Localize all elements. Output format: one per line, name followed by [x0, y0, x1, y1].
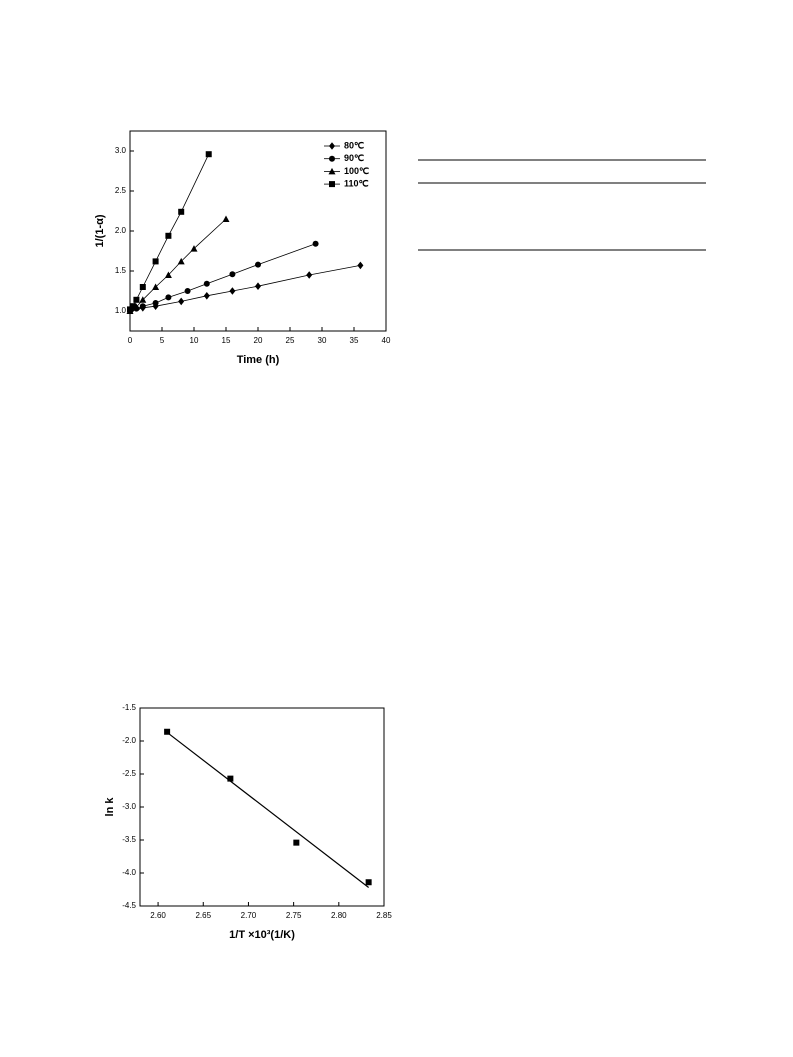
x-tick-label: 2.60 — [150, 911, 166, 920]
marker — [139, 296, 147, 303]
x-tick-label: 2.75 — [286, 911, 302, 920]
marker — [127, 306, 133, 313]
legend-marker — [329, 181, 335, 188]
y-tick-label: -3.5 — [122, 835, 136, 844]
x-axis-title: Time (h) — [237, 354, 280, 366]
marker — [152, 300, 159, 306]
marker — [165, 294, 172, 301]
legend-label: 80℃ — [344, 140, 364, 150]
marker — [222, 215, 230, 222]
series-line — [129, 243, 316, 312]
y-tick-label: -4.0 — [122, 868, 136, 877]
y-tick-label: 1.5 — [115, 266, 127, 275]
x-tick-label: 5 — [160, 336, 165, 345]
marker — [312, 240, 319, 247]
marker — [152, 283, 160, 290]
marker — [165, 232, 172, 239]
x-tick-label: 30 — [318, 336, 327, 345]
marker — [255, 282, 261, 290]
x-axis-title: 1/T ×10³(1/K) — [229, 929, 295, 941]
marker — [203, 292, 210, 300]
marker — [229, 271, 236, 278]
marker — [190, 245, 198, 252]
y-tick-label: -1.5 — [122, 703, 136, 712]
marker — [139, 303, 146, 310]
x-tick-label: 35 — [350, 336, 359, 345]
marker — [229, 287, 236, 295]
x-tick-label: 10 — [190, 336, 199, 345]
marker — [178, 297, 185, 306]
marker — [152, 302, 159, 310]
marker — [133, 296, 140, 303]
legend-label: 100℃ — [344, 166, 369, 176]
legend-marker — [329, 155, 335, 162]
marker — [227, 775, 234, 782]
marker — [184, 288, 191, 294]
marker — [203, 280, 210, 287]
y-tick-label: 2.5 — [115, 186, 127, 195]
marker — [205, 151, 212, 158]
x-tick-label: 2.70 — [241, 911, 257, 920]
marker — [177, 257, 185, 265]
marker — [306, 271, 313, 279]
marker — [255, 261, 261, 268]
x-tick-label: 2.80 — [331, 911, 347, 920]
y-axis-title: 1/(1-α) — [94, 214, 106, 247]
marker — [139, 284, 146, 290]
legend-marker — [329, 142, 335, 150]
y-tick-label: -3.0 — [122, 802, 136, 811]
x-tick-label: 2.85 — [376, 911, 392, 920]
marker — [130, 303, 137, 310]
y-tick-label: -2.0 — [122, 736, 136, 745]
marker — [178, 208, 185, 215]
fit-line — [166, 731, 370, 888]
y-tick-label: 1.0 — [115, 306, 127, 315]
legend-label: 90℃ — [344, 153, 364, 163]
y-tick-label: -2.5 — [122, 769, 136, 778]
marker — [365, 879, 372, 886]
x-tick-label: 40 — [382, 336, 391, 345]
marker — [357, 261, 364, 270]
x-tick-label: 15 — [222, 336, 231, 345]
marker — [152, 258, 159, 265]
y-tick-label: 3.0 — [115, 146, 127, 155]
x-tick-label: 20 — [254, 336, 263, 345]
x-tick-label: 2.65 — [195, 911, 211, 920]
y-tick-label: -4.5 — [122, 901, 136, 910]
legend-marker — [328, 167, 336, 175]
legend-label: 110℃ — [344, 178, 369, 188]
y-tick-label: 2.0 — [115, 226, 127, 235]
x-tick-label: 0 — [128, 336, 133, 345]
marker — [164, 271, 172, 278]
series-line — [129, 265, 361, 312]
marker — [293, 839, 300, 846]
x-tick-label: 25 — [286, 336, 295, 345]
plot-frame — [139, 707, 385, 907]
series-line — [129, 218, 227, 312]
y-axis-title: ln k — [104, 797, 116, 817]
marker — [164, 728, 171, 735]
